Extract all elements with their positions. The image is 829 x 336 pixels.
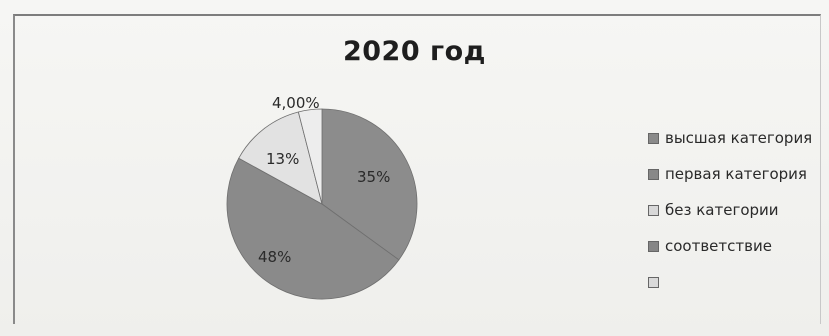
chart-legend: высшая категория первая категория без ка… <box>648 120 828 300</box>
pie-slice-1 <box>226 157 400 300</box>
legend-item-empty <box>648 264 828 300</box>
legend-swatch <box>648 132 659 144</box>
pie-slices <box>226 108 418 300</box>
pie-slice-3 <box>297 108 323 205</box>
slice-label-4: 4,00% <box>272 94 320 112</box>
legend-label: соответствие <box>665 237 772 255</box>
pie-slice-0 <box>321 108 418 261</box>
legend-swatch <box>648 168 659 180</box>
legend-swatch <box>648 240 659 252</box>
slice-label-13: 13% <box>266 150 299 168</box>
legend-swatch <box>648 276 659 288</box>
legend-label: без категории <box>665 201 779 219</box>
legend-label: первая категория <box>665 165 807 183</box>
slice-label-48: 48% <box>258 248 291 266</box>
slice-label-35: 35% <box>357 168 390 186</box>
legend-item-pervaya: первая категория <box>648 156 828 192</box>
chart-title: 2020 год <box>342 36 486 67</box>
legend-item-sootvetstvie: соответствие <box>648 228 828 264</box>
pie-slice-2 <box>238 111 323 205</box>
legend-swatch <box>648 204 659 216</box>
chart-frame <box>13 14 821 324</box>
legend-item-bez-kategorii: без категории <box>648 192 828 228</box>
legend-item-vysshaya: высшая категория <box>648 120 828 156</box>
legend-label: высшая категория <box>665 129 813 147</box>
